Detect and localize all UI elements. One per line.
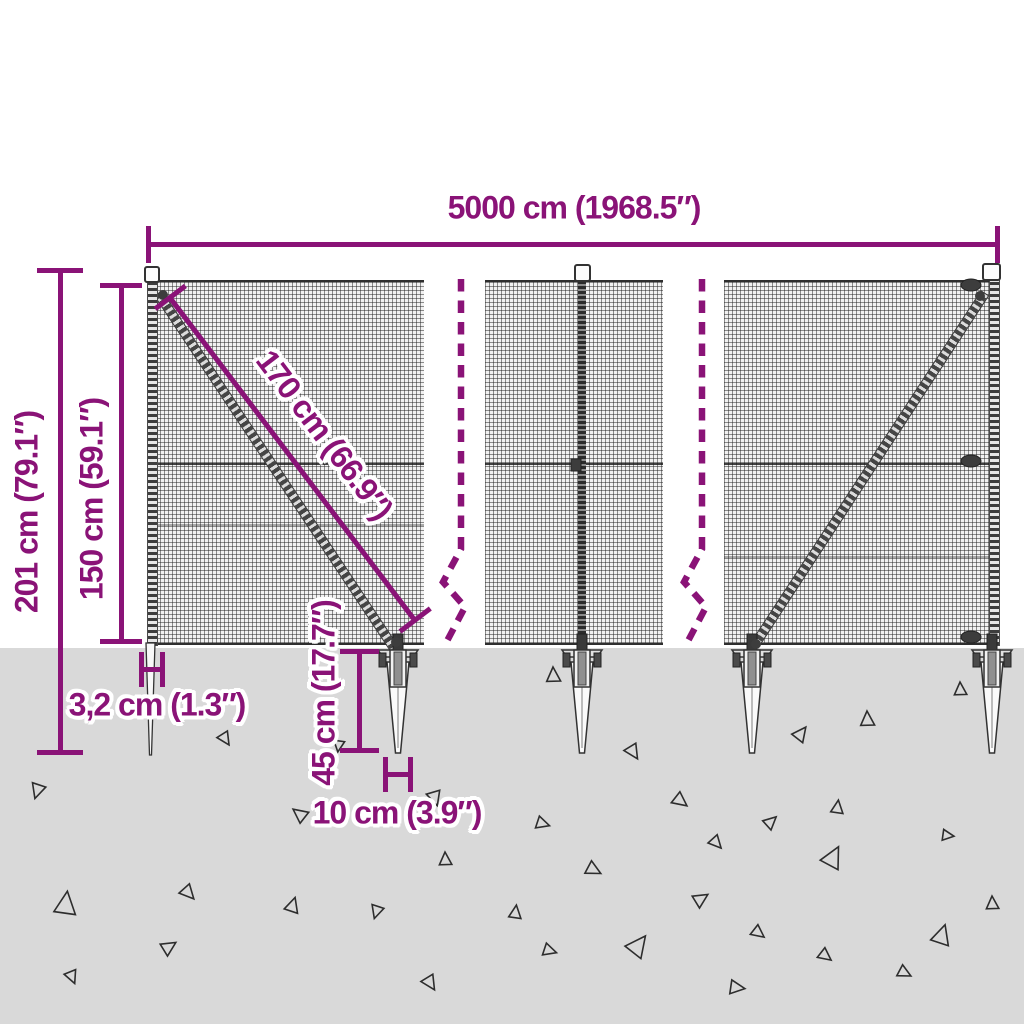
dim-tick	[37, 750, 83, 755]
ground-triangle	[815, 946, 833, 962]
ground-texture-triangles	[31, 665, 1001, 995]
ground-triangle	[690, 893, 710, 910]
break-line-icon	[680, 279, 710, 643]
ground-triangle	[177, 882, 196, 901]
ground-triangle	[748, 923, 766, 939]
ground-triangle	[761, 815, 778, 832]
ground-triangle	[985, 894, 1001, 910]
brace-knot-icon	[975, 291, 985, 301]
break-line-icon	[439, 279, 469, 643]
fence-post-left	[147, 277, 158, 646]
ground-triangle	[790, 725, 807, 745]
dim-total-width-line	[148, 242, 999, 247]
turnbuckle-icon	[960, 278, 982, 292]
mesh-seam	[724, 556, 996, 559]
dim-total-height-label: 201 cm (79.1″)	[8, 410, 45, 614]
brace-knot-icon	[391, 637, 401, 647]
ground-triangle	[507, 903, 523, 920]
dim-tick	[100, 639, 142, 644]
mesh-seam	[156, 462, 424, 465]
dim-tick	[37, 268, 83, 273]
ground-spike-icon	[971, 633, 1013, 754]
fence-post-middle	[578, 280, 586, 641]
ground-triangle	[929, 922, 950, 947]
ground-triangle	[953, 680, 969, 696]
dim-fence-height-line	[119, 285, 124, 643]
ground-triangle	[941, 828, 956, 842]
ground-triangle	[623, 934, 647, 961]
mesh-seam	[156, 523, 424, 526]
dim-total-height-line	[58, 271, 63, 754]
ground-triangle	[545, 665, 562, 683]
ground-triangle	[583, 859, 603, 875]
dim-spike-depth-label: 45 cm (17.7″)	[305, 600, 342, 786]
ground-triangle	[622, 741, 639, 761]
dim-tick	[100, 283, 142, 288]
dim-tick	[146, 226, 151, 263]
dim-tick	[340, 748, 379, 753]
ground-triangle	[419, 972, 436, 992]
brace-knot-icon	[751, 639, 761, 649]
ground-spike-icon	[377, 633, 419, 754]
ground-triangle	[158, 941, 178, 958]
dim-post-width-line	[139, 667, 165, 672]
ground-triangle	[829, 798, 845, 815]
turnbuckle-icon	[960, 454, 982, 468]
dim-total-width-label: 5000 cm (1968.5″)	[447, 189, 702, 226]
turnbuckle-icon	[960, 630, 982, 644]
post-cap-icon	[144, 266, 160, 283]
ground-triangle	[541, 941, 559, 956]
dim-tick	[340, 649, 379, 654]
ground-triangle	[52, 889, 77, 916]
post-cap-icon	[982, 263, 1001, 281]
ground-triangle	[282, 895, 299, 915]
dim-tick	[995, 226, 1000, 263]
ground-triangle	[291, 808, 311, 825]
dim-spike-depth-line	[357, 651, 362, 752]
dim-spike-width-label: 10 cm (3.9″)	[312, 794, 483, 831]
mesh-panel-right	[724, 280, 996, 645]
ground-triangle	[728, 978, 747, 995]
ground-triangle	[31, 781, 48, 801]
ground-spike-icon	[731, 633, 773, 754]
ground-spike-icon	[561, 633, 603, 754]
ground-triangle	[706, 833, 723, 850]
dim-post-width-label: 3,2 cm (1.3″)	[68, 686, 247, 723]
turnbuckle-icon	[570, 458, 582, 472]
ground-triangle	[424, 789, 441, 808]
ground-triangle	[859, 709, 876, 727]
ground-triangle	[371, 903, 386, 921]
dim-fence-height-label: 150 cm (59.1″)	[73, 397, 110, 601]
mesh-seam	[724, 462, 996, 465]
ground-triangle	[438, 850, 454, 866]
ground-triangle	[669, 790, 689, 807]
ground-triangle	[818, 845, 840, 872]
ground-triangle	[215, 729, 230, 747]
ground-triangle	[62, 968, 77, 986]
post-cap-icon	[574, 264, 591, 282]
ground	[0, 648, 1024, 1024]
ground-triangle	[332, 739, 346, 754]
dim-spike-width-line	[383, 772, 413, 777]
ground-triangle	[534, 814, 552, 829]
fence-post-right	[989, 277, 1000, 646]
ground-triangle	[895, 963, 913, 977]
